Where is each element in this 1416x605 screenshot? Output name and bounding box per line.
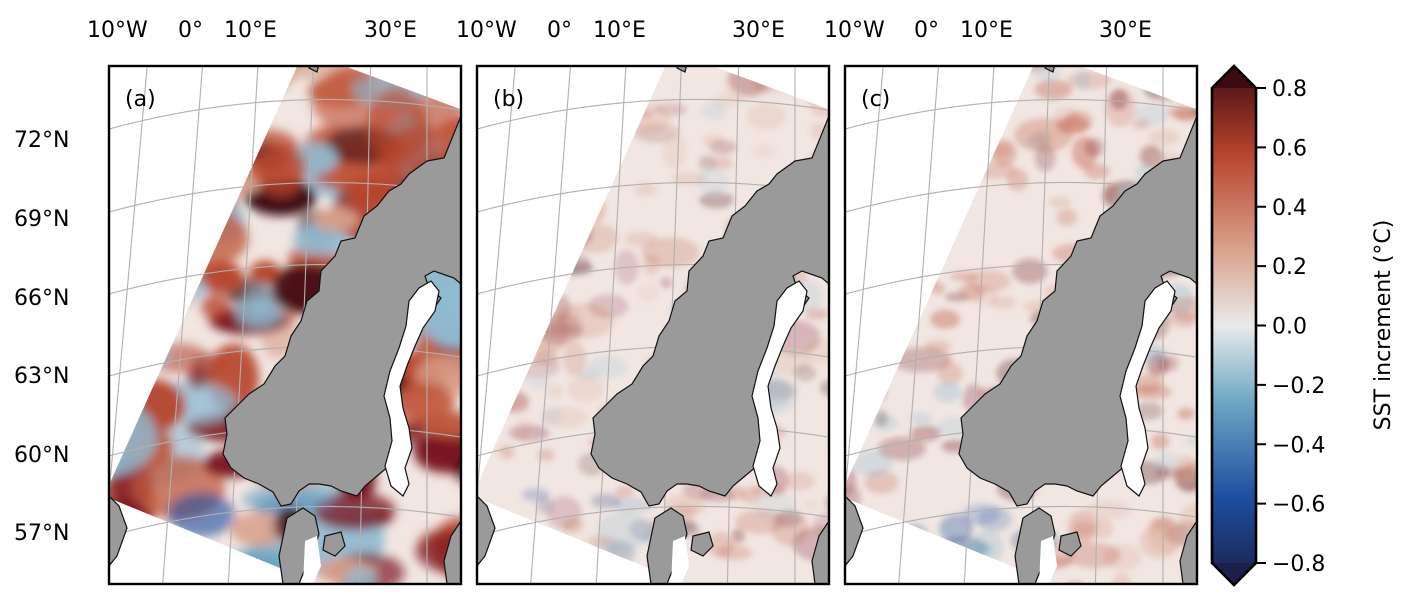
- lat-label-60n: 60°N: [14, 443, 69, 468]
- gulf-of-bothnia: [751, 280, 808, 497]
- lon-label-0: 0°: [547, 18, 572, 43]
- colorbar: 0.8 0.6 0.4 0.2 0.0 −0.2 −0.4 −0.6 −0.8 SST incr…: [1210, 64, 1396, 587]
- lon-label-10e: 10°E: [224, 18, 277, 43]
- lon-label-10w: 10°W: [824, 18, 885, 43]
- land-mass: [109, 66, 461, 584]
- gulf-of-bothnia: [1119, 280, 1176, 497]
- colorbar-tick-label: 0.4: [1272, 196, 1307, 221]
- colorbar-tick-label: −0.2: [1272, 374, 1325, 399]
- colorbar-tick-label: 0.6: [1272, 136, 1307, 161]
- lon-label-10w: 10°W: [456, 18, 517, 43]
- lon-label-10w: 10°W: [87, 18, 148, 43]
- lat-label-63n: 63°N: [14, 364, 69, 389]
- lat-label-72n: 72°N: [14, 128, 69, 153]
- lat-label-69n: 69°N: [14, 207, 69, 232]
- panel-label: (a): [125, 87, 156, 112]
- land-mass: [845, 66, 1197, 584]
- latitude-labels: 72°N 69°N 66°N 63°N 60°N 57°N: [14, 128, 69, 546]
- colorbar-max-extension: [1212, 66, 1256, 88]
- colorbar-tick-label: 0.0: [1272, 315, 1307, 340]
- panel-b: (b): [475, 64, 831, 586]
- lon-label-30e: 30°E: [732, 18, 785, 43]
- lat-label-57n: 57°N: [14, 521, 69, 546]
- colorbar-bar: [1210, 64, 1258, 587]
- panel-label: (c): [861, 87, 890, 112]
- lon-label-0: 0°: [914, 18, 939, 43]
- panel-frame: [107, 64, 463, 586]
- panel-frame: [475, 64, 831, 586]
- lon-label-10e: 10°E: [593, 18, 646, 43]
- gulf-of-bothnia: [383, 280, 440, 497]
- panel-c: (c): [843, 64, 1199, 586]
- lat-label-66n: 66°N: [14, 286, 69, 311]
- colorbar-tick-label: 0.2: [1272, 255, 1307, 280]
- colorbar-tick-label: −0.8: [1272, 552, 1325, 577]
- colorbar-tick-label: 0.8: [1272, 77, 1307, 102]
- lon-label-30e: 30°E: [364, 18, 417, 43]
- colorbar-min-extension: [1212, 563, 1256, 585]
- colorbar-tick-label: −0.6: [1272, 493, 1325, 518]
- lon-label-30e: 30°E: [1099, 18, 1152, 43]
- land-mass: [477, 66, 829, 584]
- colorbar-label: SST increment (°C): [1371, 220, 1396, 431]
- lon-label-0: 0°: [178, 18, 203, 43]
- longitude-labels: 10°W 0° 10°E 30°E 10°W 0° 10°E 30°E 10°W…: [87, 18, 1152, 43]
- lon-label-10e: 10°E: [960, 18, 1013, 43]
- panel-label: (b): [493, 87, 524, 112]
- colorbar-tick-label: −0.4: [1272, 433, 1325, 458]
- panel-a: (a): [107, 64, 463, 586]
- panel-frame: [843, 64, 1199, 586]
